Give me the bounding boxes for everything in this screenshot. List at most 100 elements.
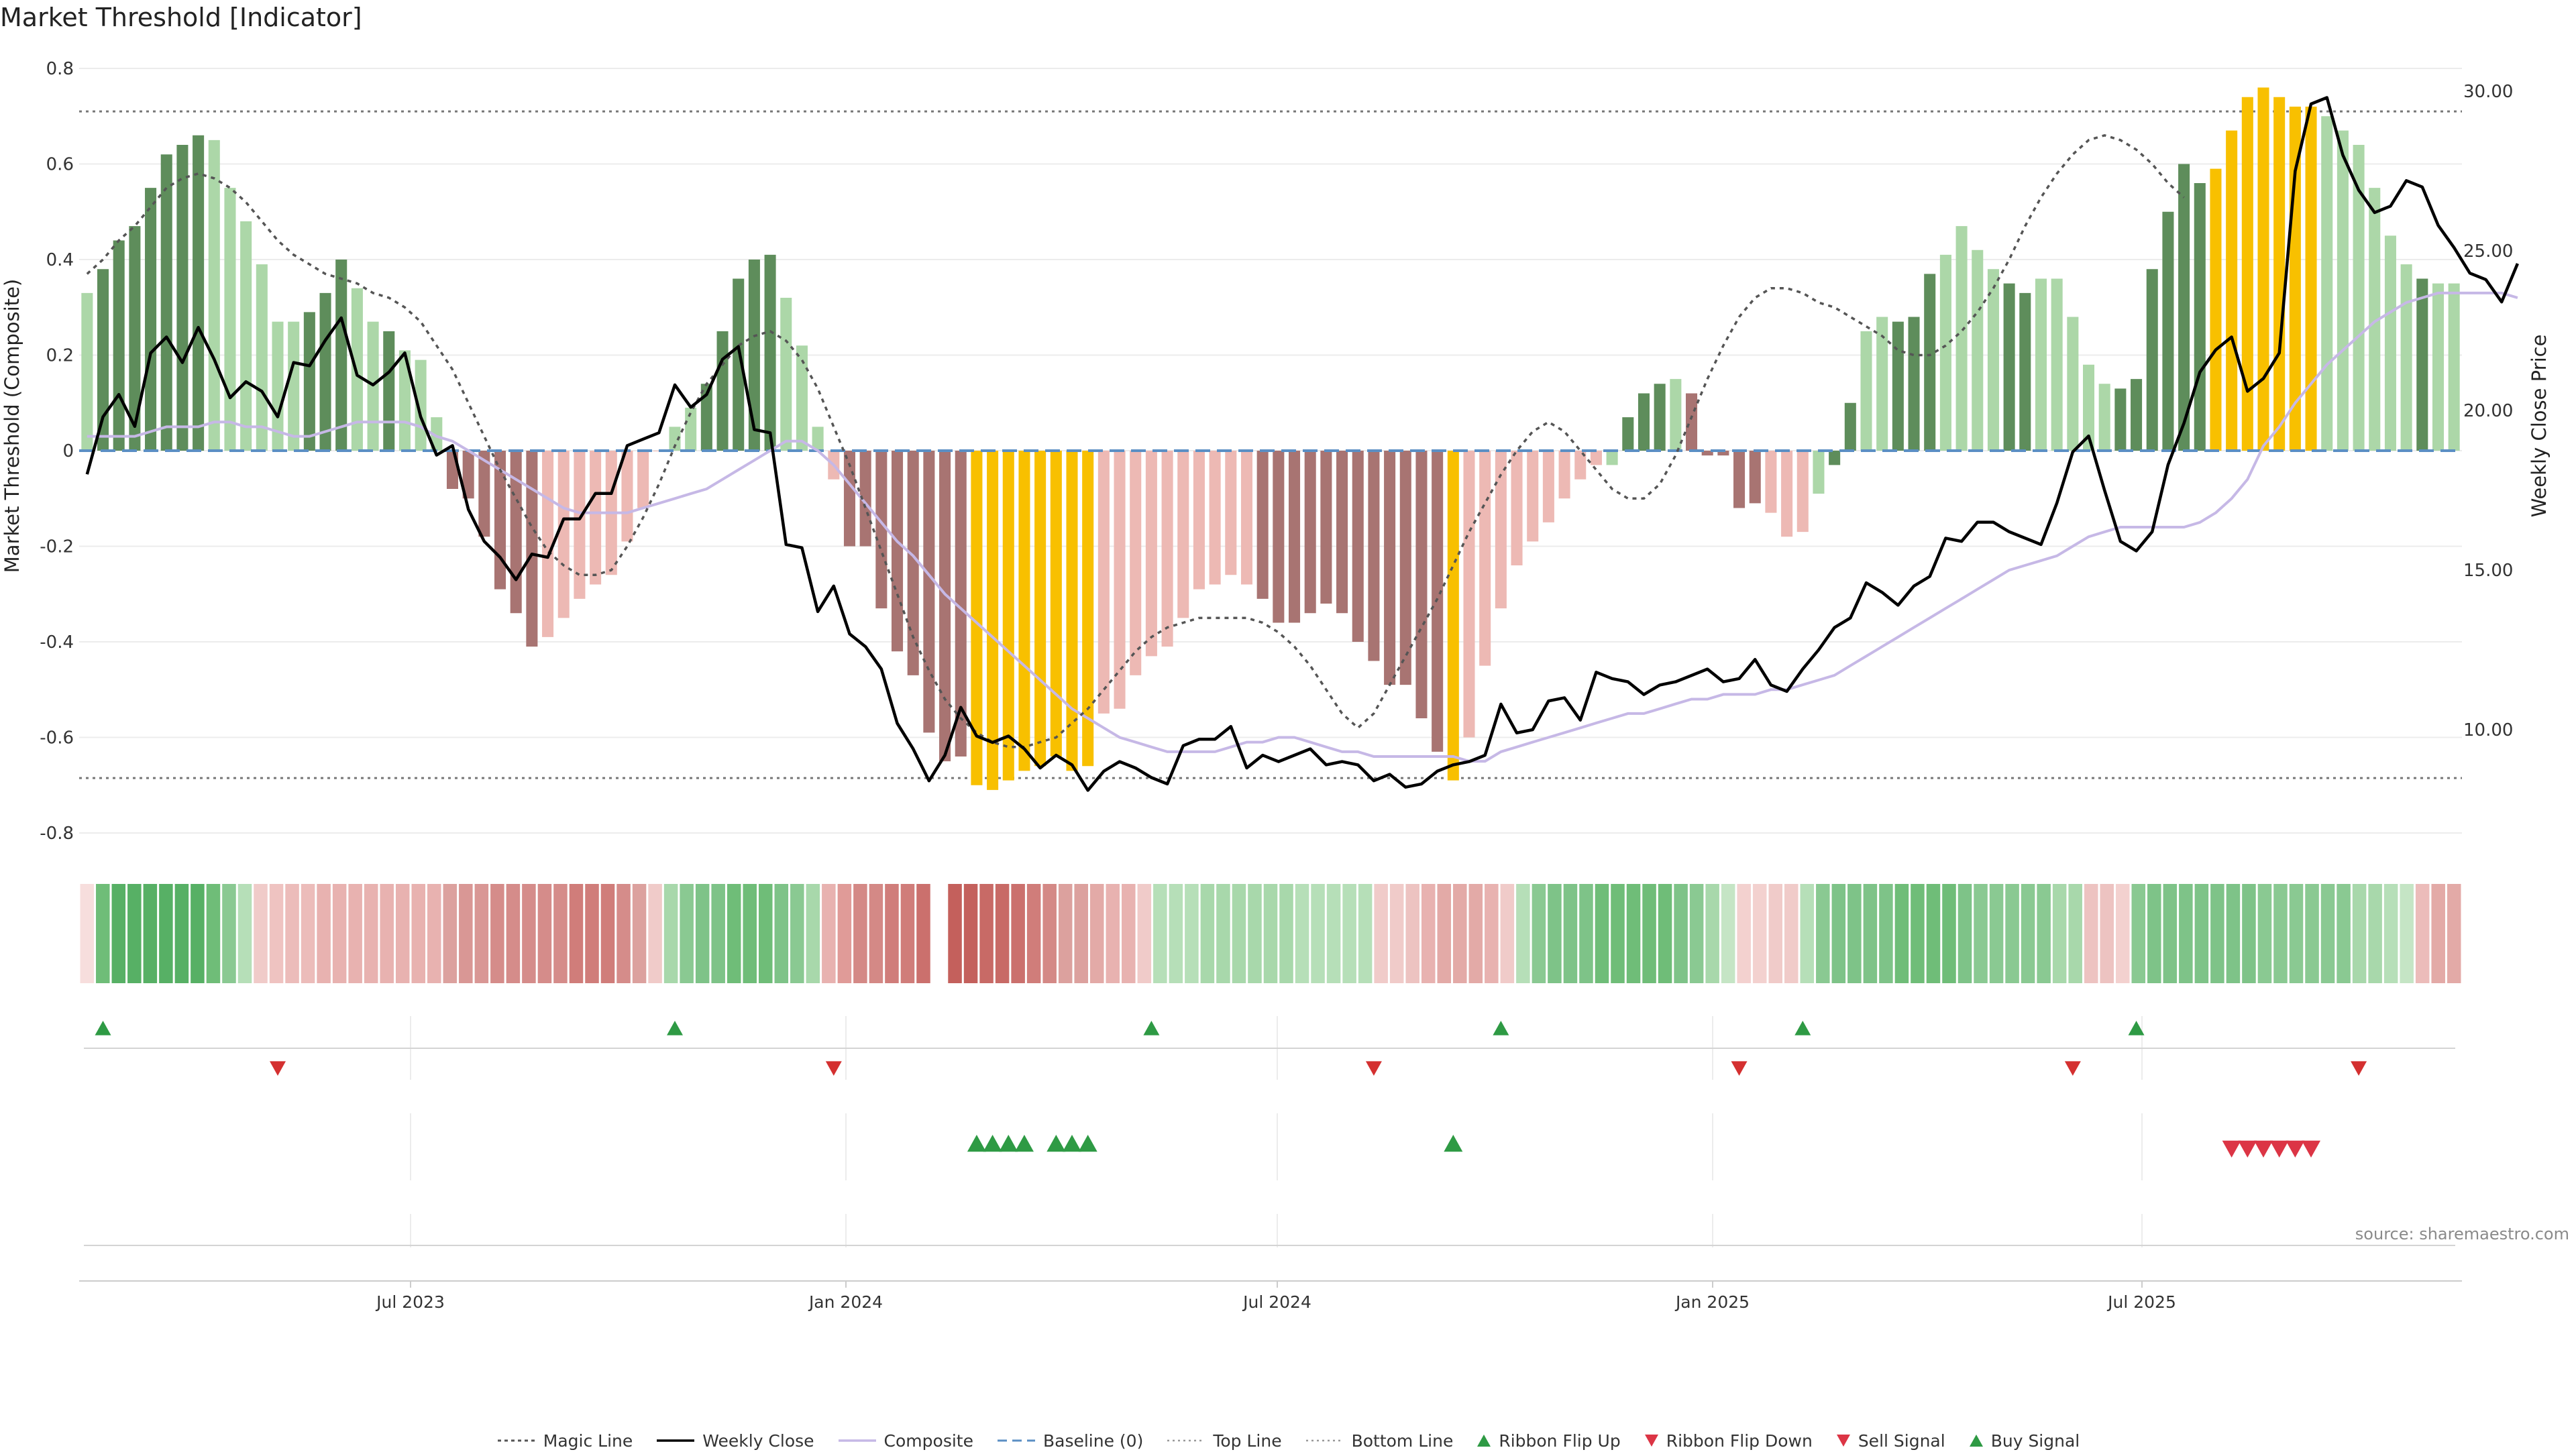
ribbon-segment xyxy=(1311,884,1325,983)
ribbon-segment xyxy=(474,884,489,983)
composite-bar xyxy=(2241,97,2253,451)
composite-bar xyxy=(716,331,729,451)
y-tick-label-left: -0.8 xyxy=(40,824,74,844)
ribbon-segment xyxy=(2179,884,2193,983)
composite-bar xyxy=(1511,451,1523,565)
ribbon-segment xyxy=(869,884,883,983)
legend-item: Baseline (0) xyxy=(996,1431,1143,1451)
x-tick-label: Jul 2025 xyxy=(2106,1292,2176,1312)
ribbon-segment xyxy=(2068,884,2082,983)
ribbon-segment xyxy=(1516,884,1530,983)
composite-bar xyxy=(2321,116,2333,451)
y-tick-label-left: -0.4 xyxy=(40,632,74,653)
ribbon-segment xyxy=(1989,884,2004,983)
ribbon-segment xyxy=(1831,884,1846,983)
y-tick-label-left: 0.2 xyxy=(46,346,74,366)
composite-bar xyxy=(398,350,411,451)
ribbon-segment xyxy=(979,884,994,983)
ribbon-segment xyxy=(2305,884,2319,983)
ribbon-flip-down-marker xyxy=(270,1061,286,1076)
ribbon-segment xyxy=(2147,884,2161,983)
composite-bar xyxy=(1240,451,1253,585)
ribbon-segment xyxy=(2242,884,2256,983)
ribbon-segment xyxy=(585,884,599,983)
composite-bar xyxy=(462,451,474,499)
ribbon-segment xyxy=(427,884,441,983)
ribbon-segment xyxy=(2210,884,2224,983)
buy-signal-marker xyxy=(999,1135,1018,1152)
legend-label: Magic Line xyxy=(543,1431,633,1451)
ribbon-flip-up-marker xyxy=(1794,1021,1811,1036)
composite-bar xyxy=(621,451,633,542)
ribbon-segment xyxy=(96,884,110,983)
legend-item: Ribbon Flip Down xyxy=(1644,1431,1813,1451)
ribbon-segment xyxy=(822,884,836,983)
ribbon-segment xyxy=(2337,884,2351,983)
ribbon-flip-down-marker xyxy=(1731,1061,1748,1076)
ribbon-segment xyxy=(364,884,378,983)
ribbon-segment xyxy=(2163,884,2178,983)
y-tick-label-left: 0.6 xyxy=(46,155,74,175)
ribbon-segment xyxy=(1579,884,1593,983)
composite-bar xyxy=(2210,168,2222,451)
ribbon-segment xyxy=(1200,884,1215,983)
composite-bar xyxy=(2305,107,2317,451)
composite-bar xyxy=(1972,249,1984,451)
ribbon-segment xyxy=(1232,884,1246,983)
legend-label: Ribbon Flip Up xyxy=(1499,1431,1621,1451)
ribbon-segment xyxy=(1894,884,1909,983)
composite-bar xyxy=(2384,235,2396,451)
composite-bar xyxy=(1654,384,1666,451)
legend-label: Baseline (0) xyxy=(1042,1431,1144,1451)
ribbon-segment xyxy=(2289,884,2304,983)
thin-dotted-line-icon xyxy=(1305,1439,1344,1442)
composite-bar xyxy=(1463,451,1475,738)
composite-bar xyxy=(176,145,189,451)
y-tick-label-right: 30.00 xyxy=(2463,82,2513,102)
ribbon-segment xyxy=(1768,884,1783,983)
ribbon-segment xyxy=(1642,884,1656,983)
composite-bar xyxy=(478,451,490,537)
ribbon-segment xyxy=(1658,884,1672,983)
ribbon-segment xyxy=(553,884,568,983)
ribbon-segment xyxy=(1500,884,1515,983)
composite-bar xyxy=(1177,451,1189,618)
ribbon-segment xyxy=(1847,884,1862,983)
ribbon-segment xyxy=(348,884,362,983)
ribbon-segment xyxy=(1674,884,1688,983)
composite-bar xyxy=(1066,451,1078,771)
ribbon-segment xyxy=(1279,884,1293,983)
y-tick-label-right: 10.00 xyxy=(2463,720,2513,740)
ribbon-segment xyxy=(1342,884,1356,983)
composite-bar xyxy=(859,451,871,547)
composite-bar xyxy=(1050,451,1062,757)
sell-signal-marker xyxy=(2254,1140,2273,1158)
ribbon-segment xyxy=(2115,884,2130,983)
ribbon-segment xyxy=(395,884,410,983)
lavender-line-icon xyxy=(838,1439,876,1442)
ribbon-segment xyxy=(711,884,725,983)
triangle-down-icon xyxy=(1836,1435,1850,1447)
legend-item: Composite xyxy=(837,1431,973,1451)
composite-bar xyxy=(1796,451,1809,533)
composite-bar xyxy=(510,451,522,614)
ribbon-segment xyxy=(1169,884,1183,983)
ribbon-segment xyxy=(1705,884,1719,983)
ribbon-segment xyxy=(1437,884,1452,983)
legend-label: Sell Signal xyxy=(1858,1431,1945,1451)
legend-label: Ribbon Flip Down xyxy=(1666,1431,1813,1451)
ribbon-segment xyxy=(1595,884,1609,983)
ribbon-segment xyxy=(490,884,504,983)
composite-bar xyxy=(303,312,315,451)
buy-signal-marker xyxy=(1078,1135,1097,1152)
ribbon-segment xyxy=(537,884,552,983)
buy-signal-marker xyxy=(1046,1135,1066,1152)
composite-bar xyxy=(1829,451,1841,465)
ribbon-flip-down-marker xyxy=(825,1061,842,1076)
ribbon-segment xyxy=(2400,884,2414,983)
legend-item: Top Line xyxy=(1166,1431,1282,1451)
composite-bar xyxy=(2162,211,2174,451)
ribbon-segment xyxy=(885,884,899,983)
ribbon-segment xyxy=(1548,884,1562,983)
